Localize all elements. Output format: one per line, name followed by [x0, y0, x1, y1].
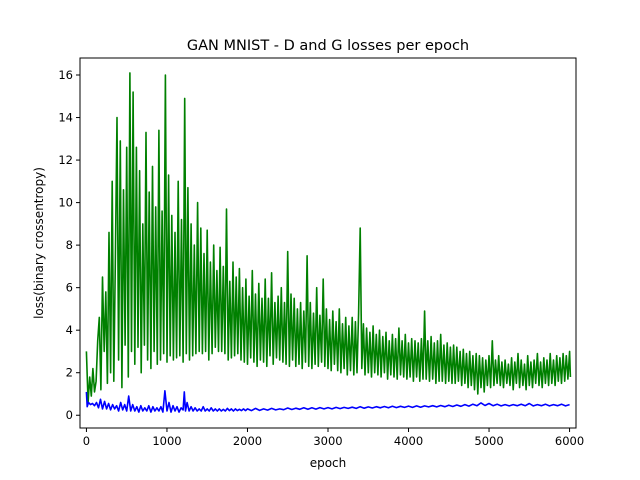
- x-tick-label: 2000: [233, 434, 262, 448]
- x-tick-label: 4000: [394, 434, 423, 448]
- x-tick-label: 6000: [555, 434, 584, 448]
- y-axis: 0 2 4 6 8 10 12 14 16: [58, 68, 80, 422]
- x-tick-label: 0: [83, 434, 90, 448]
- y-tick-label: 10: [58, 196, 73, 210]
- y-tick-label: 8: [66, 238, 73, 252]
- x-axis-label: epoch: [310, 456, 347, 470]
- y-tick-label: 12: [58, 153, 73, 167]
- x-tick-label: 1000: [152, 434, 181, 448]
- y-tick-label: 2: [66, 366, 73, 380]
- y-tick-label: 14: [58, 111, 73, 125]
- x-tick-label: 5000: [474, 434, 503, 448]
- y-tick-label: 16: [58, 68, 73, 82]
- y-tick-label: 4: [66, 323, 73, 337]
- series-layer: [85, 72, 572, 413]
- generator-loss-line: [85, 72, 572, 404]
- x-axis: 0 1000 2000 3000 4000 5000 6000: [83, 428, 584, 448]
- y-tick-label: 0: [66, 408, 73, 422]
- y-axis-label: loss(binary crossentropy): [32, 167, 46, 319]
- discriminator-loss-line: [85, 390, 570, 413]
- chart-title: GAN MNIST - D and G losses per epoch: [187, 38, 469, 54]
- y-tick-label: 6: [66, 281, 73, 295]
- x-tick-label: 3000: [313, 434, 342, 448]
